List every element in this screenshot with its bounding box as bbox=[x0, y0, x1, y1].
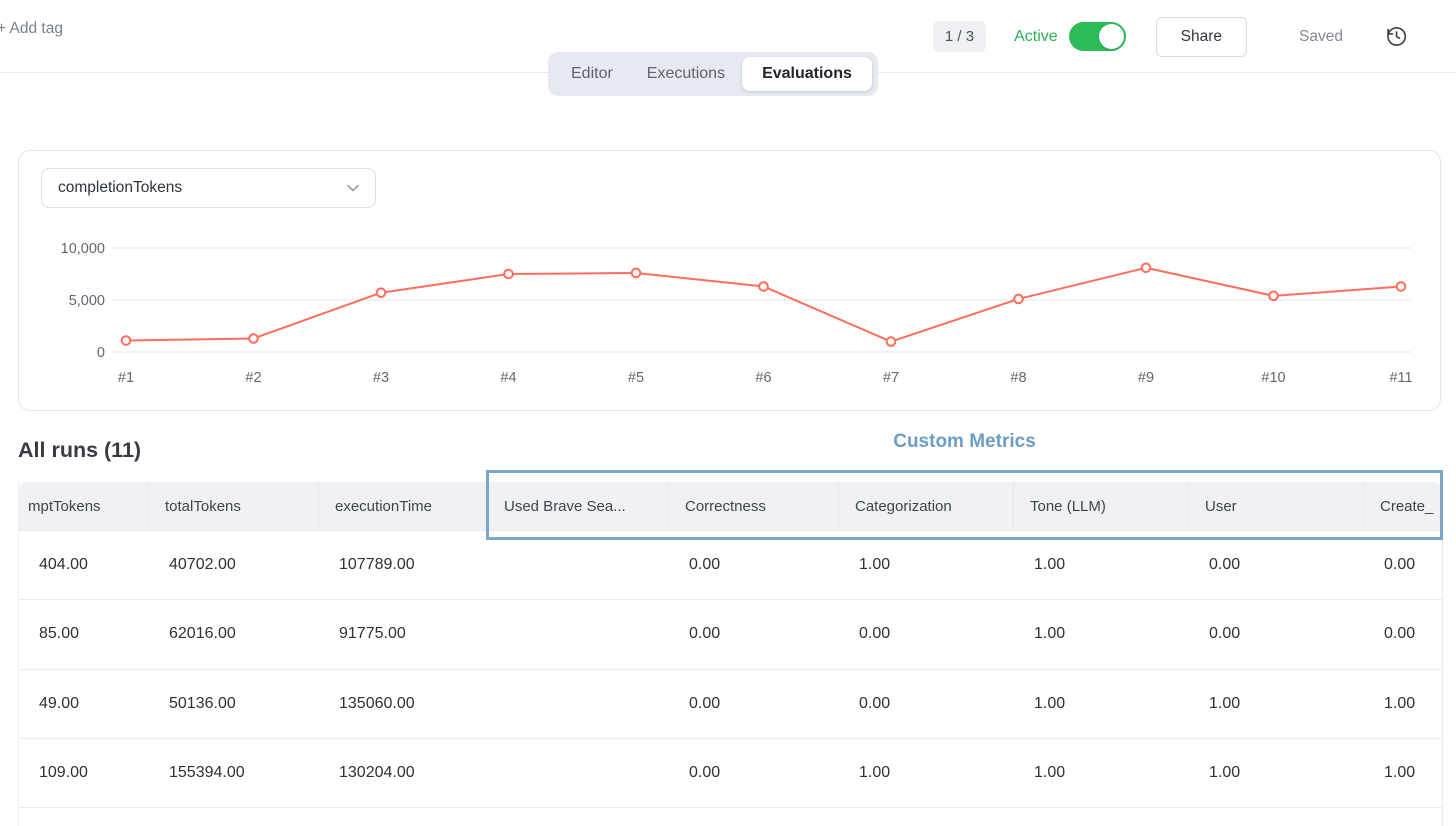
svg-text:#10: #10 bbox=[1261, 370, 1285, 386]
svg-text:#8: #8 bbox=[1010, 370, 1026, 386]
table-cell: 0.00 bbox=[689, 764, 721, 782]
table-cell: 0.00 bbox=[859, 694, 891, 712]
table-cell: 0.00 bbox=[1209, 625, 1241, 643]
svg-text:#5: #5 bbox=[628, 370, 644, 386]
table-row[interactable]: 404.00 40702.00 107789.00 0.00 1.00 1.00 0.00 0… bbox=[19, 531, 1442, 601]
table-cell: 1.00 bbox=[1034, 694, 1066, 712]
table-cell: 85.00 bbox=[39, 625, 80, 643]
share-button[interactable]: Share bbox=[1155, 16, 1248, 57]
table-cell: 109.00 bbox=[39, 764, 88, 782]
table-cell bbox=[488, 670, 669, 738]
toggle-knob bbox=[1098, 24, 1124, 49]
tab-editor[interactable]: Editor bbox=[571, 65, 613, 82]
svg-text:#1: #1 bbox=[118, 370, 134, 386]
chevron-down-icon bbox=[347, 184, 359, 192]
svg-text:#11: #11 bbox=[1389, 370, 1412, 386]
clock-history-icon[interactable] bbox=[1385, 25, 1408, 48]
table-cell: 1.00 bbox=[1209, 764, 1241, 782]
column-header: mptTokens bbox=[19, 482, 149, 530]
runs-table-header: mptTokens totalTokens executionTime Used Br… bbox=[19, 482, 1442, 531]
table-cell: 91775.00 bbox=[339, 625, 406, 643]
completion-tokens-line-chart: 0 5,000 10,000 #1 #2 #3 #4 #5 #6 #7 #8 #9 #10 #11 bbox=[61, 241, 1413, 386]
column-header: Tone (LLM) bbox=[1014, 482, 1189, 530]
table-cell: 1.00 bbox=[1034, 764, 1066, 782]
page-indicator-badge: 1 / 3 bbox=[932, 21, 987, 52]
svg-text:#2: #2 bbox=[245, 370, 261, 386]
table-cell: 0.00 bbox=[689, 694, 721, 712]
all-runs-title: All runs (11) bbox=[18, 438, 142, 462]
table-cell: 130204.00 bbox=[339, 764, 415, 782]
table-cell: 107789.00 bbox=[339, 556, 415, 574]
column-header: Create_ bbox=[1380, 497, 1434, 515]
table-cell: 0.00 bbox=[859, 625, 891, 643]
svg-text:5,000: 5,000 bbox=[69, 293, 105, 309]
tab-evaluations[interactable]: Evaluations bbox=[742, 57, 872, 91]
table-cell: 1.00 bbox=[1384, 764, 1416, 782]
table-cell bbox=[488, 531, 669, 599]
table-cell: 1.00 bbox=[859, 764, 891, 782]
table-cell: 40702.00 bbox=[169, 556, 236, 574]
tab-bar: Editor Executions Evaluations bbox=[548, 52, 878, 96]
table-cell: 0.00 bbox=[1384, 625, 1416, 643]
column-header: executionTime bbox=[319, 482, 488, 530]
column-header: User bbox=[1189, 482, 1364, 530]
column-header: totalTokens bbox=[149, 482, 319, 530]
metric-dropdown-value: completionTokens bbox=[58, 179, 183, 196]
add-tag-button[interactable]: + Add tag bbox=[0, 20, 63, 37]
svg-text:0: 0 bbox=[97, 345, 105, 361]
svg-text:#9: #9 bbox=[1138, 370, 1154, 386]
svg-text:#7: #7 bbox=[883, 370, 899, 386]
active-toggle[interactable] bbox=[1068, 22, 1126, 51]
table-cell: 1.00 bbox=[1034, 556, 1066, 574]
table-cell: 0.00 bbox=[689, 556, 721, 574]
table-cell: 62016.00 bbox=[169, 625, 236, 643]
table-cell: 1.00 bbox=[1384, 694, 1416, 712]
table-cell: 0.00 bbox=[1209, 556, 1241, 574]
svg-text:#4: #4 bbox=[500, 370, 516, 386]
table-cell: 404.00 bbox=[39, 556, 88, 574]
table-cell: 50136.00 bbox=[169, 694, 236, 712]
chart-panel: completionTokens 0 5,000 10,000 #1 #2 #3 #4 #5 #… bbox=[18, 150, 1441, 411]
table-cell: 0.00 bbox=[689, 625, 721, 643]
svg-text:10,000: 10,000 bbox=[61, 241, 105, 257]
column-header: Used Brave Sea... bbox=[488, 482, 669, 530]
table-cell: 135060.00 bbox=[339, 694, 415, 712]
saved-status-label: Saved bbox=[1299, 27, 1343, 45]
table-cell: 1.00 bbox=[1209, 694, 1241, 712]
svg-text:#3: #3 bbox=[373, 370, 389, 386]
metric-dropdown[interactable]: completionTokens bbox=[41, 168, 376, 208]
table-row[interactable]: 109.00 155394.00 130204.00 0.00 1.00 1.00 1.00… bbox=[19, 738, 1442, 809]
column-header: Categorization bbox=[839, 482, 1014, 530]
table-cell bbox=[488, 600, 669, 668]
table-row[interactable]: 49.00 50136.00 135060.00 0.00 0.00 1.00 1.00 1.… bbox=[19, 669, 1442, 739]
custom-metrics-label: Custom Metrics bbox=[893, 431, 1036, 452]
active-status-label: Active bbox=[1014, 27, 1058, 45]
table-cell: 49.00 bbox=[39, 694, 80, 712]
runs-table[interactable]: mptTokens totalTokens executionTime Used Br… bbox=[18, 482, 1443, 826]
table-cell: 1.00 bbox=[859, 556, 891, 574]
runs-table-body: 404.00 40702.00 107789.00 0.00 1.00 1.00 0.00 0… bbox=[19, 531, 1442, 809]
table-cell: 1.00 bbox=[1034, 625, 1066, 643]
table-cell: 0.00 bbox=[1384, 556, 1416, 574]
topbar-actions: 1 / 3 Active Share Saved bbox=[932, 0, 1408, 73]
table-row[interactable]: 85.00 62016.00 91775.00 0.00 0.00 1.00 0.00 0.0… bbox=[19, 600, 1442, 670]
table-cell bbox=[488, 739, 669, 807]
column-header: Correctness bbox=[669, 482, 839, 530]
svg-text:#6: #6 bbox=[755, 370, 771, 386]
tab-executions[interactable]: Executions bbox=[646, 65, 726, 82]
table-cell: 155394.00 bbox=[169, 764, 245, 782]
